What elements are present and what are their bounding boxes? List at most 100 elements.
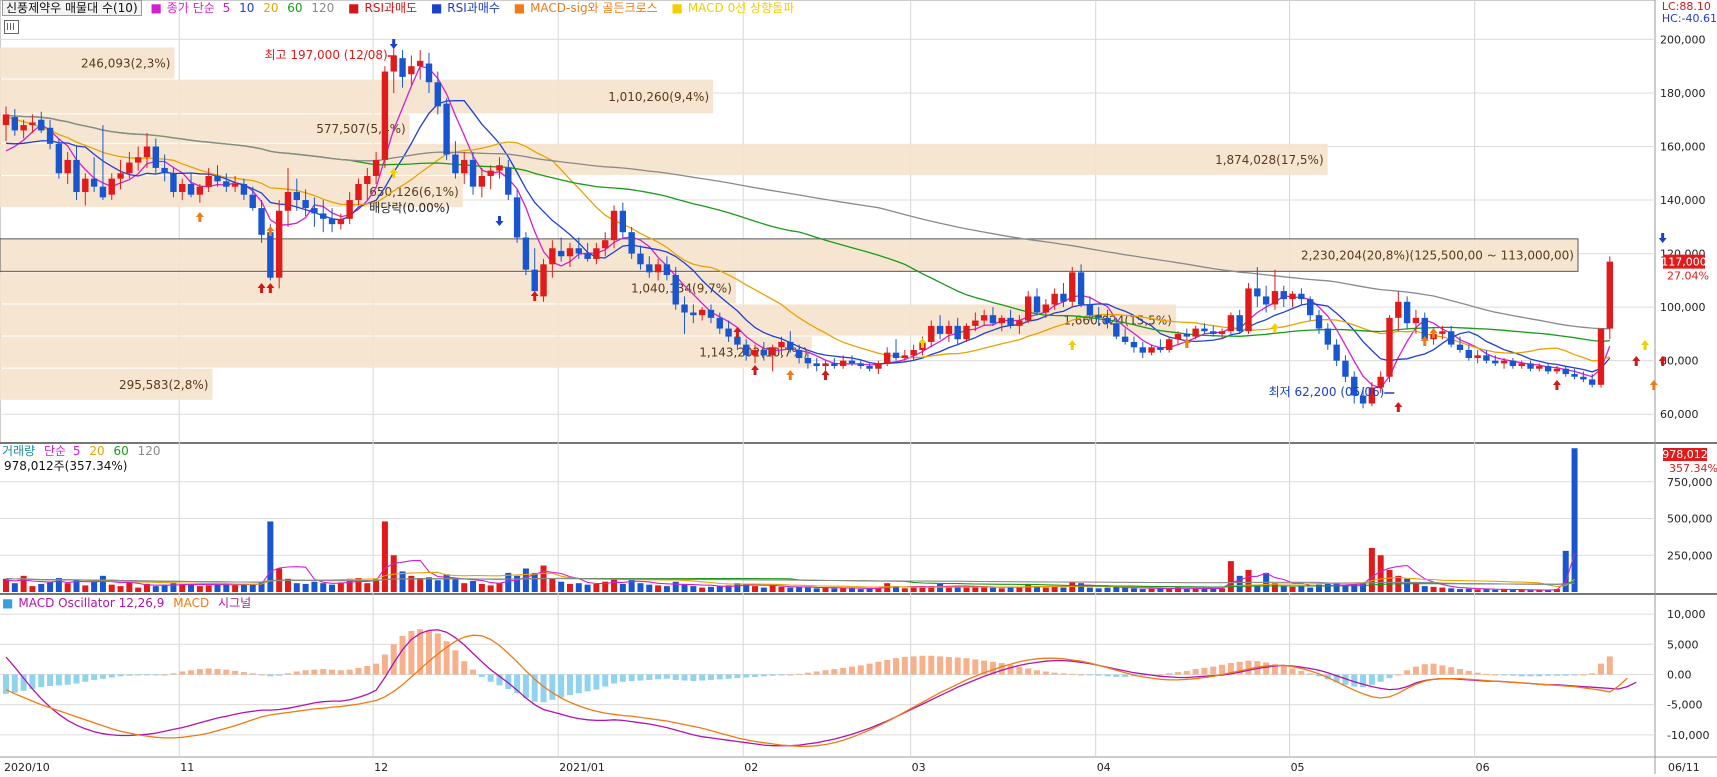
macd-osc-bar xyxy=(373,663,380,675)
volume-tick-label: 500,000 xyxy=(1667,513,1713,526)
volume-bar xyxy=(47,581,54,592)
candle-body xyxy=(566,248,574,257)
low-price-label: 최저 62,200 (05/06) xyxy=(1269,385,1385,399)
candle-body xyxy=(434,82,441,107)
candle-body xyxy=(637,253,644,265)
macd-osc-bar xyxy=(329,669,336,675)
volume-bar xyxy=(752,586,759,592)
candle-body xyxy=(73,159,80,193)
candle-body xyxy=(258,208,265,235)
grid-table-icon[interactable] xyxy=(4,20,19,34)
candle-body xyxy=(954,325,961,340)
volume-bar xyxy=(434,580,441,592)
macd-osc-bar xyxy=(108,674,115,678)
volume-bar xyxy=(1139,589,1146,592)
candle-body xyxy=(654,264,662,273)
candle-body xyxy=(29,122,36,126)
volume-bar xyxy=(505,572,512,592)
volume-bar xyxy=(399,571,406,592)
macd-osc-bar xyxy=(1007,664,1014,675)
macd-osc-bar xyxy=(1501,674,1508,676)
volume-bar xyxy=(1456,589,1463,592)
macd-legend: ■ MACD Oscillator 12,26,9 MACD 시그널 xyxy=(2,596,256,610)
volume-bar xyxy=(1254,586,1261,592)
volume-bar xyxy=(1404,578,1411,592)
price-ma-line xyxy=(5,65,1611,389)
candle-body xyxy=(928,325,935,342)
macd-osc-bar xyxy=(1210,666,1217,675)
macd-osc-bar xyxy=(734,674,741,679)
macd-osc-bar xyxy=(1201,667,1208,675)
volume-bar xyxy=(663,586,670,592)
macd-osc-bar xyxy=(1236,661,1243,675)
volume-bar xyxy=(425,577,432,592)
volume-bar xyxy=(1210,587,1217,592)
volume-current-text: 978,012주(357.34%) xyxy=(4,459,128,473)
macd-osc-bar xyxy=(1412,666,1419,675)
candle-body xyxy=(293,192,300,201)
macd-osc-bar xyxy=(716,674,723,680)
macd-osc-bar xyxy=(20,674,27,691)
volume-profile-label: 246,093(2,3%) xyxy=(81,57,170,71)
macd-osc-bar xyxy=(73,674,80,684)
volume-bar xyxy=(373,579,380,592)
macd-osc-bar xyxy=(593,674,600,690)
candle-body xyxy=(1121,336,1129,342)
chart-title[interactable]: 신풍제약우 매물대 수(10) xyxy=(2,0,142,16)
volume-bar xyxy=(1553,589,1560,592)
volume-bar xyxy=(1086,587,1093,592)
candle-body xyxy=(1412,317,1420,324)
volume-bar xyxy=(1474,589,1481,592)
volume-profile-label: 295,583(2,8%) xyxy=(119,378,208,392)
macd-osc-bar xyxy=(425,630,432,675)
candle-body xyxy=(170,173,177,193)
current-change-label: 27.04% xyxy=(1667,270,1709,283)
macd-zero-cross-marker xyxy=(918,338,927,348)
candle-body xyxy=(892,352,900,359)
candle-body xyxy=(99,186,107,198)
candle-body xyxy=(267,232,274,278)
macd-tick-label: 0.00 xyxy=(1667,668,1692,681)
volume-bar xyxy=(716,586,723,592)
price-tick-label: 100,000 xyxy=(1660,301,1706,314)
candle-body xyxy=(311,208,318,214)
candle-body xyxy=(646,264,653,273)
candle-body xyxy=(487,170,494,176)
candle-body xyxy=(134,157,142,163)
candle-body xyxy=(575,248,582,254)
candle-body xyxy=(1113,323,1120,337)
macd-osc-bar xyxy=(126,674,133,676)
macd-osc-bar xyxy=(1095,674,1102,676)
macd-osc-bar xyxy=(1351,674,1358,687)
volume-bar xyxy=(1130,588,1137,592)
ma-5: 5 xyxy=(222,1,231,15)
signal-marker: ■ xyxy=(430,1,443,15)
ma-legend: ■ 종가 단순 5 10 20 60 120 xyxy=(150,1,343,15)
macd-osc-bar xyxy=(3,674,9,694)
candle-body xyxy=(910,349,917,356)
macd-osc-bar xyxy=(152,674,159,676)
signal-macd-zero-cross: ■ MACD 0선 상향돌파 xyxy=(671,1,795,15)
macd-osc-bar xyxy=(1034,670,1041,675)
macd-osc-bar xyxy=(602,674,609,687)
macd-osc-bar xyxy=(566,674,573,696)
candle-body xyxy=(1571,374,1578,377)
price-tick-label: 80,000 xyxy=(1660,355,1699,368)
volume-bar xyxy=(152,586,159,592)
candle-body xyxy=(1324,328,1332,345)
macd-osc-bar xyxy=(972,659,979,675)
dividend-label: 배당락(0.00%) xyxy=(369,201,450,215)
macd-osc-bar xyxy=(1580,674,1587,676)
volume-profile-zone xyxy=(0,238,1579,272)
volume-bar xyxy=(804,587,811,592)
volume-bar xyxy=(1113,586,1120,592)
macd-osc-bar xyxy=(1060,673,1067,675)
macd-osc-bar xyxy=(866,663,873,675)
volume-profile-zone xyxy=(0,272,736,304)
macd-osc-bar xyxy=(417,629,424,675)
volume-bar xyxy=(760,587,767,592)
candle-body xyxy=(716,317,723,329)
macd-osc-bar xyxy=(725,674,732,679)
macd-osc-bar xyxy=(540,674,547,703)
